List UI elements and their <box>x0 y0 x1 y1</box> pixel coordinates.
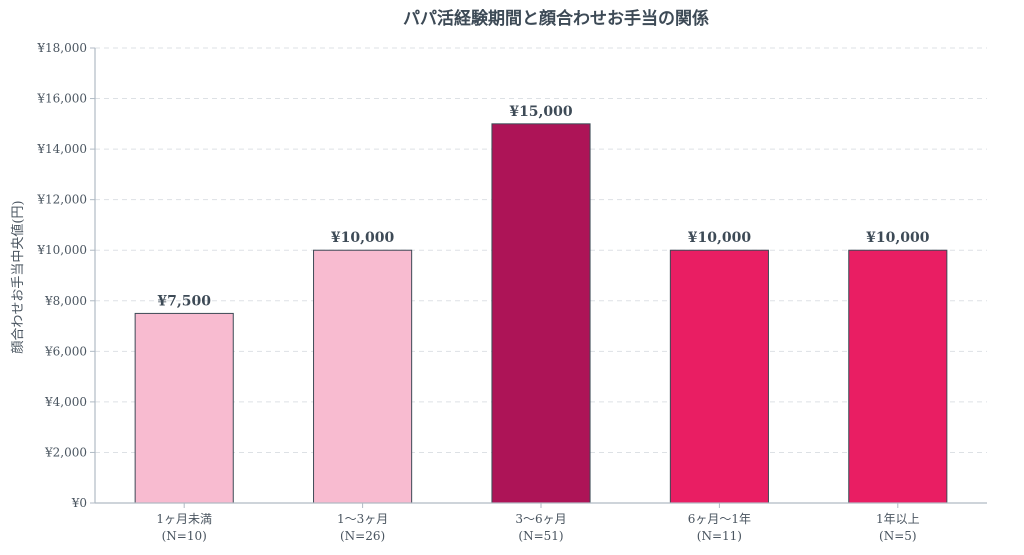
y-tick-label: ¥18,000 <box>36 41 87 55</box>
bar-value-label: ¥10,000 <box>688 230 752 246</box>
y-tick-label: ¥16,000 <box>36 92 87 106</box>
x-tick-label: 1年以上 <box>876 512 920 526</box>
x-tick-sample-size: (N=51) <box>518 529 563 543</box>
x-ticks-layer: 1ヶ月未満 (N=10) 1〜3ヶ月 (N=26) 3〜6ヶ月 (N=51) 6ヶ月〜1年 (… <box>156 503 920 543</box>
bars-layer <box>134 123 948 504</box>
bar-value-label: ¥10,000 <box>331 230 395 246</box>
chart-title: パパ活経験期間と顔合わせお手当の関係 <box>403 8 709 29</box>
x-tick-sample-size: (N=5) <box>879 529 917 543</box>
bar <box>134 312 234 504</box>
x-tick-label: 1〜3ヶ月 <box>337 512 388 526</box>
x-tick-label: 1ヶ月未満 <box>156 512 212 526</box>
y-tick-label: ¥0 <box>71 496 87 510</box>
bar <box>848 249 948 504</box>
bar-value-label: ¥10,000 <box>866 230 930 246</box>
y-axis-label: 顔合わせお手当中央値(円) <box>10 200 26 353</box>
bar-value-label: ¥15,000 <box>509 104 573 120</box>
x-tick-sample-size: (N=26) <box>340 529 385 543</box>
bar <box>313 249 413 504</box>
value-labels-layer: ¥7,500 ¥10,000 ¥15,000 ¥10,000 ¥10,000 <box>157 104 929 310</box>
y-tick-label: ¥14,000 <box>36 142 87 156</box>
x-tick-sample-size: (N=10) <box>162 529 207 543</box>
y-tick-label: ¥12,000 <box>36 193 87 207</box>
y-tick-label: ¥2,000 <box>44 445 87 459</box>
bar <box>669 249 769 504</box>
bar <box>491 123 591 504</box>
y-ticks-layer: ¥0 ¥2,000 ¥4,000 ¥6,000 ¥8,000 ¥10,000 ¥12,000… <box>36 41 95 510</box>
x-tick-label: 3〜6ヶ月 <box>515 512 566 526</box>
y-tick-label: ¥6,000 <box>44 344 87 358</box>
x-tick-sample-size: (N=11) <box>697 529 742 543</box>
x-tick-label: 6ヶ月〜1年 <box>688 512 751 526</box>
y-tick-label: ¥4,000 <box>44 395 87 409</box>
y-tick-label: ¥8,000 <box>44 294 87 308</box>
y-tick-label: ¥10,000 <box>36 243 87 257</box>
bar-value-label: ¥7,500 <box>157 293 211 309</box>
